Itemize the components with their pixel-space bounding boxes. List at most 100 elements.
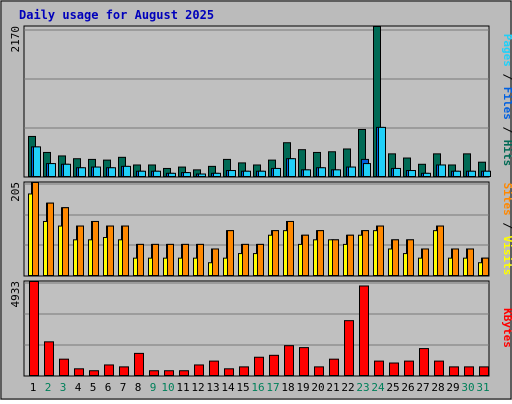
y-max-label: 4933 bbox=[9, 281, 22, 308]
x-tick-label: 27 bbox=[416, 381, 429, 394]
bar-pages bbox=[438, 164, 446, 178]
bar-pages bbox=[78, 167, 86, 178]
bar-sites bbox=[47, 202, 54, 276]
bar-pages bbox=[48, 163, 56, 177]
x-tick-label: 8 bbox=[135, 381, 142, 394]
bar-sites bbox=[227, 230, 234, 277]
bar-pages bbox=[333, 169, 341, 178]
x-tick-label: 6 bbox=[105, 381, 112, 394]
bar-kbytes bbox=[59, 358, 69, 377]
x-tick-label: 10 bbox=[161, 381, 174, 394]
x-tick-label: 13 bbox=[206, 381, 219, 394]
legend: Sites / Visits bbox=[501, 183, 512, 276]
bar-pages bbox=[93, 166, 101, 177]
bar-sites bbox=[437, 225, 444, 276]
x-tick-label: 12 bbox=[191, 381, 204, 394]
bar-sites bbox=[422, 248, 429, 277]
bar-kbytes bbox=[479, 366, 489, 377]
legend: KBytes bbox=[501, 308, 512, 348]
bar-pages bbox=[348, 166, 356, 177]
x-tick-label: 24 bbox=[371, 381, 385, 394]
bar-sites bbox=[362, 230, 369, 277]
bar-kbytes bbox=[239, 366, 249, 377]
x-tick-label: 17 bbox=[266, 381, 279, 394]
bar-pages bbox=[123, 165, 131, 178]
bar-kbytes bbox=[104, 364, 114, 376]
bar-sites bbox=[212, 248, 219, 277]
x-tick-label: 14 bbox=[221, 381, 235, 394]
x-tick-label: 11 bbox=[176, 381, 189, 394]
legend-separator: / bbox=[501, 216, 512, 236]
x-tick-label: 1 bbox=[30, 381, 37, 394]
legend-item-hits: Hits bbox=[501, 140, 512, 167]
bar-kbytes bbox=[314, 366, 324, 377]
bar-sites bbox=[197, 243, 204, 276]
x-tick-label: 15 bbox=[236, 381, 249, 394]
bar-pages bbox=[108, 167, 116, 178]
bar-sites bbox=[482, 257, 489, 277]
x-tick-label: 26 bbox=[401, 381, 414, 394]
bar-kbytes bbox=[254, 356, 264, 377]
bar-sites bbox=[467, 248, 474, 277]
bar-pages bbox=[198, 173, 206, 177]
bar-sites bbox=[32, 182, 39, 276]
x-tick-label: 9 bbox=[150, 381, 157, 394]
bar-pages bbox=[243, 170, 251, 177]
bar-pages bbox=[468, 170, 476, 177]
bar-sites bbox=[152, 243, 159, 276]
bar-pages bbox=[228, 170, 236, 177]
bar-sites bbox=[182, 243, 189, 276]
bar-kbytes bbox=[464, 366, 474, 377]
x-tick-label: 2 bbox=[45, 381, 52, 394]
bar-kbytes bbox=[224, 368, 234, 377]
bar-pages bbox=[33, 146, 41, 178]
visits-sites-panel: 205 Sites / Visits bbox=[9, 181, 512, 277]
legend-item-sites: Sites bbox=[501, 183, 512, 216]
bar-kbytes bbox=[179, 370, 189, 377]
bar-sites bbox=[257, 243, 264, 276]
legend-item-visits: Visits bbox=[501, 236, 512, 276]
bar-kbytes bbox=[29, 281, 39, 376]
bar-pages bbox=[183, 172, 191, 177]
bar-pages bbox=[288, 158, 296, 177]
y-max-label: 2170 bbox=[9, 26, 22, 53]
bar-pages bbox=[393, 167, 401, 178]
bar-sites bbox=[302, 234, 309, 276]
bar-sites bbox=[62, 207, 69, 276]
bar-kbytes bbox=[449, 366, 459, 377]
bar-sites bbox=[167, 243, 174, 276]
bar-sites bbox=[377, 225, 384, 276]
bar-sites bbox=[77, 225, 84, 276]
legend-item-kbytes: KBytes bbox=[501, 308, 512, 348]
x-tick-label: 30 bbox=[461, 381, 474, 394]
bar-sites bbox=[332, 239, 339, 277]
bar-kbytes bbox=[269, 354, 279, 376]
bar-kbytes bbox=[329, 358, 339, 377]
bar-kbytes bbox=[344, 320, 354, 377]
bar-kbytes bbox=[284, 345, 294, 376]
bar-sites bbox=[407, 239, 414, 277]
x-tick-label: 3 bbox=[60, 381, 67, 394]
x-tick-label: 25 bbox=[386, 381, 399, 394]
bar-kbytes bbox=[299, 347, 309, 377]
x-tick-label: 4 bbox=[75, 381, 82, 394]
x-tick-label: 16 bbox=[251, 381, 264, 394]
bar-kbytes bbox=[359, 285, 369, 376]
bar-sites bbox=[287, 220, 294, 277]
bar-kbytes bbox=[89, 370, 99, 377]
bar-kbytes bbox=[149, 370, 159, 377]
bar-kbytes bbox=[44, 341, 54, 377]
x-tick-label: 23 bbox=[356, 381, 369, 394]
bar-kbytes bbox=[404, 360, 414, 377]
bar-pages bbox=[138, 170, 146, 177]
bar-sites bbox=[272, 230, 279, 277]
x-axis-day-labels: 1 2 3 4 5 6 7 8 9 10 11 12 13 14 15 16 17 18 19 20 21 22 23 24 2… bbox=[30, 381, 490, 394]
hits-files-pages-panel: 2170 Pages / Files / Hits bbox=[9, 25, 512, 178]
bar-pages bbox=[453, 170, 461, 177]
bar-pages bbox=[363, 163, 371, 177]
bar-pages bbox=[423, 172, 431, 178]
chart-title: Daily usage for August 2025 bbox=[19, 8, 214, 22]
legend-item-pages: Pages bbox=[501, 34, 512, 67]
legend: Pages / Files / Hits bbox=[501, 34, 512, 167]
